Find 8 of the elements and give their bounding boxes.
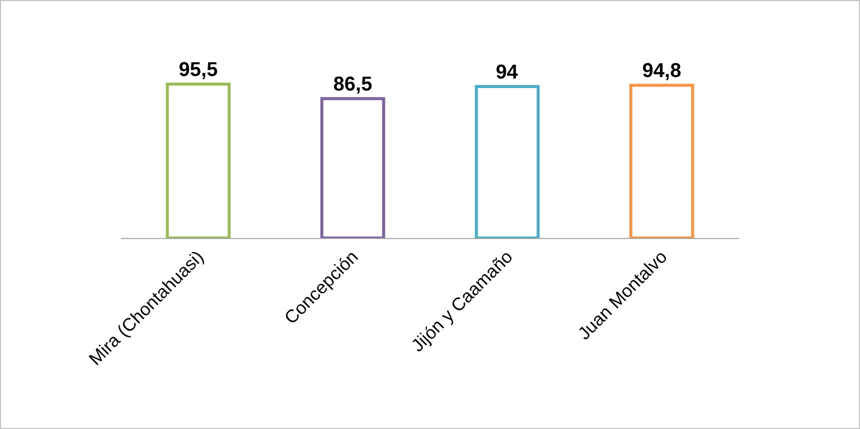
data-label: 94 xyxy=(496,62,519,84)
bar xyxy=(166,82,231,238)
bar xyxy=(320,97,386,238)
data-label: 94,8 xyxy=(642,60,682,82)
bar xyxy=(629,84,694,238)
bar xyxy=(474,85,540,238)
data-label: 86,5 xyxy=(333,74,372,96)
data-label: 95,5 xyxy=(178,59,218,82)
